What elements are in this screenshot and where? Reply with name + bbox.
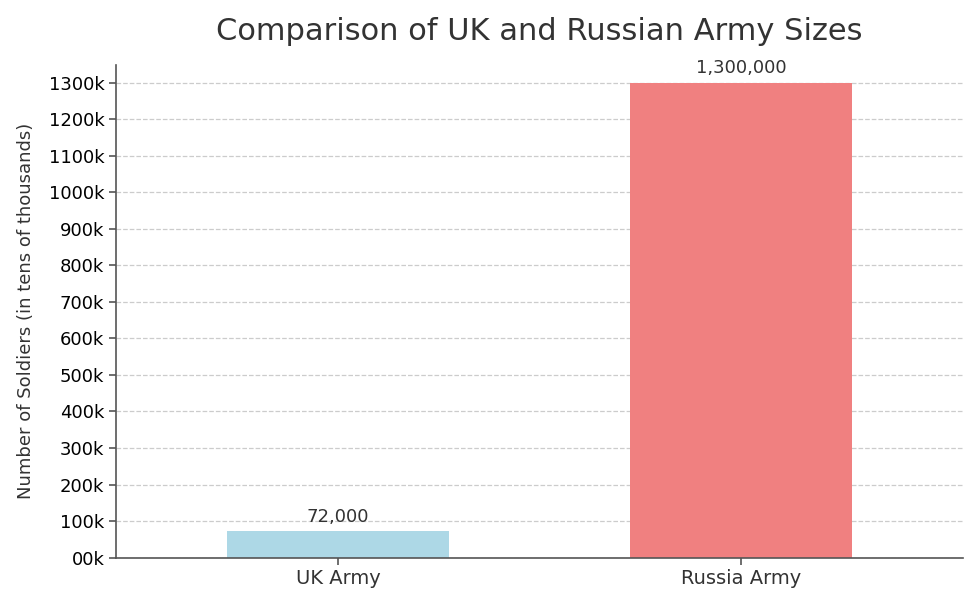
Title: Comparison of UK and Russian Army Sizes: Comparison of UK and Russian Army Sizes	[217, 17, 863, 45]
Bar	[630, 83, 853, 558]
Text: 1,300,000: 1,300,000	[696, 59, 787, 77]
Bar	[227, 531, 449, 558]
Y-axis label: Number of Soldiers (in tens of thousands): Number of Soldiers (in tens of thousands…	[17, 123, 34, 499]
Text: 72,000: 72,000	[307, 508, 369, 526]
